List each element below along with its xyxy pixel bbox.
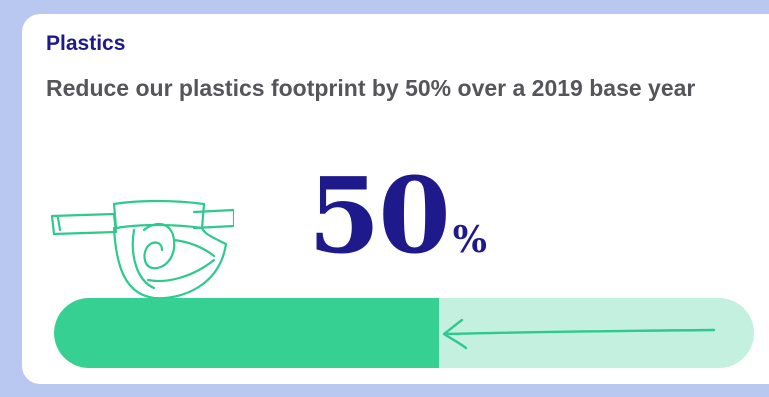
progress-bar-fill bbox=[54, 298, 439, 368]
goal-card: Plastics Reduce our plastics footprint b… bbox=[22, 14, 769, 384]
card-category-label: Plastics bbox=[46, 32, 126, 55]
arrow-left-icon bbox=[442, 318, 716, 350]
percent-sign: % bbox=[452, 219, 487, 261]
percentage-value: 50 bbox=[308, 154, 451, 277]
goal-description: Reduce our plastics footprint by 50% ove… bbox=[46, 75, 696, 101]
goal-percentage: 50% bbox=[308, 164, 487, 268]
progress-bar bbox=[54, 298, 754, 368]
diaper-icon bbox=[50, 199, 234, 300]
